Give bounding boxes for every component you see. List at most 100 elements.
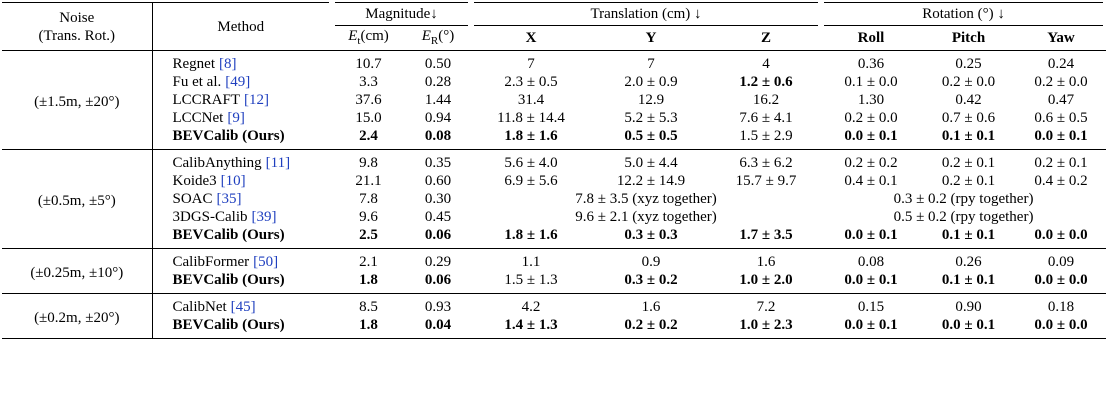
value-cell: 15.0 [355, 110, 382, 126]
table-row: LCCRAFT [12] 37.6 1.44 31.4 12.9 16.2 1.30 0.42 0… [2, 91, 1106, 109]
table-body: (±1.5m, ±20°) Regnet [8] 10.7 0.50 7 7 4 0.36 0.2… [2, 50, 1107, 339]
value-cell: 6.9 ± 5.6 [504, 173, 558, 189]
value-cell: 5.6 ± 4.0 [504, 155, 558, 171]
method-cell: Regnet [8] [152, 51, 332, 74]
column-header: ER(°) [405, 25, 471, 51]
citation: [49] [225, 74, 251, 90]
value-cell: 0.30 [424, 191, 452, 207]
citation: [9] [227, 110, 245, 126]
value-cell: 7 [647, 56, 655, 72]
value-cell: 0.0 ± 0.1 [1016, 127, 1107, 150]
method-cell: CalibNet [45] [152, 294, 332, 317]
table-row: Fu et al. [49] 3.3 0.28 2.3 ± 0.5 2.0 ± 0.9 1.… [2, 73, 1106, 91]
value-cell: 7.8 [359, 191, 378, 207]
value-cell: 2.3 ± 0.5 [504, 74, 558, 90]
noise-header-line: (Trans. Rot.) [38, 27, 116, 44]
method-cell: BEVCalib (Ours) [152, 271, 332, 294]
value-cell: 0.0 ± 0.1 [821, 316, 922, 339]
value-cell: 0.24 [1047, 56, 1075, 72]
method-cell: BEVCalib (Ours) [152, 226, 332, 249]
value-cell: 1.44 [424, 92, 452, 108]
method-name: Fu et al. [172, 74, 222, 90]
method-name: BEVCalib (Ours) [172, 128, 285, 144]
value-cell: 0.0 ± 0.0 [1016, 226, 1107, 249]
value-cell: 0.5 ± 0.5 [591, 127, 711, 150]
table-row: BEVCalib (Ours) 1.8 0.04 1.4 ± 1.3 0.2 ± 0.2… [2, 316, 1107, 339]
citation: [12] [244, 92, 270, 108]
method-cell: 3DGS-Calib [39] [152, 208, 332, 226]
value-cell: 0.6 ± 0.5 [1034, 110, 1088, 126]
method-name: SOAC [172, 191, 213, 207]
value-cell: 0.0 ± 0.0 [1016, 271, 1107, 294]
value-cell: 1.6 [756, 254, 776, 270]
value-cell: 9.6 [359, 209, 378, 225]
noise-header: Noise (Trans. Rot.) [2, 2, 153, 51]
value-cell: 1.5 ± 1.3 [471, 271, 591, 294]
value-cell: 1.8 ± 1.6 [471, 127, 591, 150]
value-cell: 0.2 ± 0.2 [844, 155, 898, 171]
unit: (°) [438, 27, 455, 44]
method-name: BEVCalib (Ours) [172, 272, 285, 288]
value-cell: 0.2 ± 0.1 [1034, 155, 1088, 171]
value-cell: 0.4 ± 0.1 [844, 173, 898, 189]
value-cell: 5.0 ± 4.4 [624, 155, 678, 171]
unit: (cm) [360, 27, 389, 44]
column-header: Y [591, 25, 711, 51]
value-cell: 1.8 ± 1.6 [471, 226, 591, 249]
citation: [10] [220, 173, 246, 189]
value-cell: 0.18 [1047, 299, 1075, 315]
value-cell: 2.5 [332, 226, 405, 249]
value-cell: 0.47 [1047, 92, 1075, 108]
group-header: Magnitude↓ [329, 2, 474, 26]
table-row: BEVCalib (Ours) 2.5 0.06 1.8 ± 1.6 0.3 ± 0.3… [2, 226, 1107, 249]
method-name: Regnet [172, 56, 216, 72]
method-cell: LCCRAFT [12] [152, 91, 332, 109]
value-cell: 0.0 ± 0.0 [1016, 316, 1107, 339]
value-cell: 0.0 ± 0.1 [821, 271, 922, 294]
value-cell: 0.1 ± 0.1 [921, 271, 1017, 294]
value-cell: 0.09 [1047, 254, 1075, 270]
value-cell: 0.42 [955, 92, 982, 108]
value-cell: 16.2 [752, 92, 780, 108]
method-name: BEVCalib (Ours) [172, 227, 285, 243]
value-cell: 7.2 [756, 299, 776, 315]
citation: [39] [251, 209, 277, 225]
column-header: Roll [821, 25, 922, 51]
noise-cell: (±1.5m, ±20°) [2, 50, 153, 150]
value-cell: 1.2 ± 0.6 [739, 74, 793, 90]
value-cell: 0.3 ± 0.2 (rpy together) [893, 191, 1034, 207]
value-cell: 9.8 [359, 155, 378, 171]
value-cell: 4.2 [521, 299, 541, 315]
value-cell: 0.1 ± 0.0 [844, 74, 898, 90]
method-name: Koide3 [172, 173, 217, 189]
value-cell: 1.1 [521, 254, 541, 270]
method-cell: Fu et al. [49] [152, 73, 332, 91]
value-cell: 0.08 [405, 127, 471, 150]
table-row: BEVCalib (Ours) 2.4 0.08 1.8 ± 1.6 0.5 ± 0.5… [2, 127, 1107, 150]
table-row: LCCNet [9] 15.0 0.94 11.8 ± 14.4 5.2 ± 5.3 7.6… [2, 109, 1106, 127]
value-cell: 0.0 ± 0.1 [821, 226, 922, 249]
column-header: Et(cm) [332, 25, 405, 51]
group-header: Rotation (°) ↓ [818, 2, 1108, 26]
value-cell: 8.5 [359, 299, 378, 315]
method-cell: Koide3 [10] [152, 172, 332, 190]
value-cell: 0.45 [424, 209, 452, 225]
method-name: CalibFormer [172, 254, 250, 270]
value-cell: 0.50 [424, 56, 452, 72]
value-cell: 2.0 ± 0.9 [624, 74, 678, 90]
table-row: SOAC [35] 7.8 0.30 7.8 ± 3.5 (xyz together) 0… [2, 190, 1106, 208]
value-cell: 11.8 ± 14.4 [497, 110, 565, 126]
table-row: (±0.5m, ±5°) CalibAnything [11] 9.8 0.35 5.6 … [2, 149, 1106, 249]
value-cell: 0.29 [424, 254, 452, 270]
method-name: CalibNet [172, 299, 227, 315]
value-cell: 0.2 ± 0.0 [941, 74, 996, 90]
value-cell: 1.8 [332, 316, 405, 339]
value-cell: 0.60 [424, 173, 452, 189]
value-cell: 0.2 ± 0.0 [844, 110, 898, 126]
table-row: Koide3 [10] 21.1 0.60 6.9 ± 5.6 12.2 ± 14.9 15… [2, 172, 1106, 190]
table-row: 3DGS-Calib [39] 9.6 0.45 9.6 ± 2.1 (xyz toge… [2, 208, 1106, 226]
header-row: Et(cm) ER(°) X Y Z Roll Pitch Yaw [2, 25, 1107, 51]
value-cell: 0.3 ± 0.3 [591, 226, 711, 249]
value-cell: 0.06 [405, 226, 471, 249]
method-cell: BEVCalib (Ours) [152, 127, 332, 150]
